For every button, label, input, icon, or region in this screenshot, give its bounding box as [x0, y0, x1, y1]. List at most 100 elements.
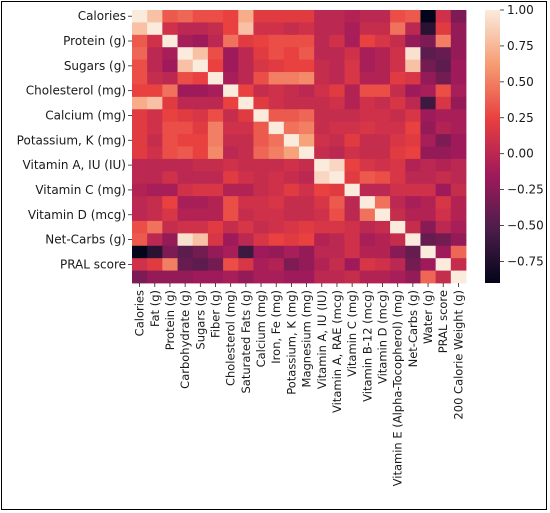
heatmap-cell-1-18: [405, 22, 421, 36]
heatmap-cell-15-14: [344, 196, 361, 209]
heatmap-cell-10-4: [192, 134, 209, 147]
heatmap-cell-8-4: [192, 109, 209, 123]
heatmap-cell-18-9: [268, 233, 285, 247]
heatmap-cell-17-10: [283, 220, 300, 234]
heatmap-cell-4-20: [435, 59, 452, 73]
heatmap-cell-13-4: [192, 171, 209, 185]
heatmap-cell-4-4: [192, 59, 209, 73]
heatmap-cell-14-1: [147, 183, 163, 197]
x-tick-label: Vitamin E (Alpha-Tocopherol) (mg): [391, 290, 405, 486]
y-tick-label: Vitamin C (mg): [35, 183, 126, 197]
heatmap-cell-6-8: [253, 84, 270, 98]
heatmap-cell-20-9: [268, 258, 285, 271]
heatmap-cell-2-9: [268, 34, 285, 48]
heatmap-cell-5-17: [390, 72, 406, 85]
x-axis-tick-labels: Calories Fat (g) Protein (g) Carbohydrate (…: [133, 283, 465, 486]
heatmap-cell-13-8: [253, 171, 270, 185]
heatmap-cell-14-6: [223, 183, 239, 197]
heatmap-cell-5-7: [238, 72, 254, 85]
heatmap-cell-18-16: [374, 233, 391, 247]
heatmap-cell-15-16: [374, 196, 391, 209]
colorbar-tick-label: −0.75: [507, 254, 544, 268]
heatmap-cell-0-11: [299, 10, 315, 23]
heatmap-cell-14-21: [450, 183, 467, 197]
heatmap-cell-6-17: [390, 84, 406, 98]
heatmap-cell-11-0: [132, 146, 148, 160]
heatmap-cell-11-1: [147, 146, 163, 160]
heatmap-cell-0-3: [177, 10, 194, 23]
heatmap-cell-11-14: [344, 146, 361, 160]
heatmap-cell-15-9: [268, 196, 285, 209]
heatmap-cell-17-16: [374, 220, 391, 234]
heatmap-cell-3-1: [147, 47, 163, 61]
heatmap-cell-12-9: [268, 158, 285, 172]
heatmap-cell-19-7: [238, 245, 254, 259]
heatmap-cell-4-8: [253, 59, 270, 73]
heatmap-cell-8-19: [420, 109, 437, 123]
heatmap-cell-7-4: [192, 96, 209, 110]
heatmap-cell-8-7: [238, 109, 254, 123]
x-tick-label: Vitamin A, IU (IU): [315, 290, 329, 389]
heatmap-cell-12-0: [132, 158, 148, 172]
heatmap-cell-10-8: [253, 134, 270, 147]
heatmap-cell-16-20: [435, 208, 452, 222]
heatmap-cell-8-5: [207, 109, 224, 123]
heatmap-cell-13-1: [147, 171, 163, 185]
heatmap-cell-20-16: [374, 258, 391, 271]
y-tick-label: Net-Carbs (g): [45, 233, 126, 247]
heatmap-cell-3-14: [344, 47, 361, 61]
heatmap-cell-11-11: [299, 146, 315, 160]
heatmap-cell-2-14: [344, 34, 361, 48]
heatmap-cell-5-19: [420, 72, 437, 85]
heatmap-cell-20-19: [420, 258, 437, 271]
heatmap-cell-0-4: [192, 10, 209, 23]
heatmap-cell-13-20: [435, 171, 452, 185]
heatmap-cell-3-18: [405, 47, 421, 61]
heatmap-cell-2-5: [207, 34, 224, 48]
heatmap-cell-7-12: [314, 96, 330, 110]
heatmap-cell-7-11: [299, 96, 315, 110]
heatmap-cell-16-3: [177, 208, 194, 222]
heatmap-cell-1-1: [147, 22, 163, 36]
heatmap-cell-5-3: [177, 72, 194, 85]
heatmap-cell-15-18: [405, 196, 421, 209]
heatmap-cell-14-7: [238, 183, 254, 197]
heatmap-cell-4-7: [238, 59, 254, 73]
heatmap-cell-4-14: [344, 59, 361, 73]
heatmap-cell-10-18: [405, 134, 421, 147]
heatmap-cell-7-2: [162, 96, 178, 110]
heatmap-cell-15-12: [314, 196, 330, 209]
heatmap-cell-13-7: [238, 171, 254, 185]
heatmap-cell-8-17: [390, 109, 406, 123]
heatmap-cell-13-21: [450, 171, 467, 185]
heatmap-cell-21-9: [268, 270, 285, 284]
heatmap-cell-3-21: [450, 47, 467, 61]
heatmap-cell-16-12: [314, 208, 330, 222]
heatmap-cell-2-18: [405, 34, 421, 48]
heatmap-cell-9-18: [405, 121, 421, 135]
heatmap-cell-7-17: [390, 96, 406, 110]
heatmap-cell-3-17: [390, 47, 406, 61]
heatmap-cell-10-14: [344, 134, 361, 147]
heatmap-cell-7-19: [420, 96, 437, 110]
heatmap-cell-14-14: [344, 183, 361, 197]
heatmap-cell-6-7: [238, 84, 254, 98]
heatmap-cell-9-6: [223, 121, 239, 135]
heatmap-cell-1-17: [390, 22, 406, 36]
colorbar-tick-label: 0.75: [507, 39, 534, 53]
heatmap-cell-10-10: [283, 134, 300, 147]
heatmap-cell-15-7: [238, 196, 254, 209]
heatmap-cell-18-4: [192, 233, 209, 247]
heatmap-cell-1-13: [329, 22, 345, 36]
heatmap-cell-21-16: [374, 270, 391, 284]
heatmap-cell-7-5: [207, 96, 224, 110]
heatmap-cell-21-20: [435, 270, 452, 284]
heatmap-cell-19-8: [253, 245, 270, 259]
heatmap-cell-12-6: [223, 158, 239, 172]
heatmap-cell-5-1: [147, 72, 163, 85]
heatmap-cell-13-15: [359, 171, 376, 185]
heatmap-cell-20-11: [299, 258, 315, 271]
heatmap-cell-8-14: [344, 109, 361, 123]
x-tick-label: Protein (g): [163, 290, 177, 350]
x-tick-label: Vitamin C (mg): [345, 290, 359, 377]
